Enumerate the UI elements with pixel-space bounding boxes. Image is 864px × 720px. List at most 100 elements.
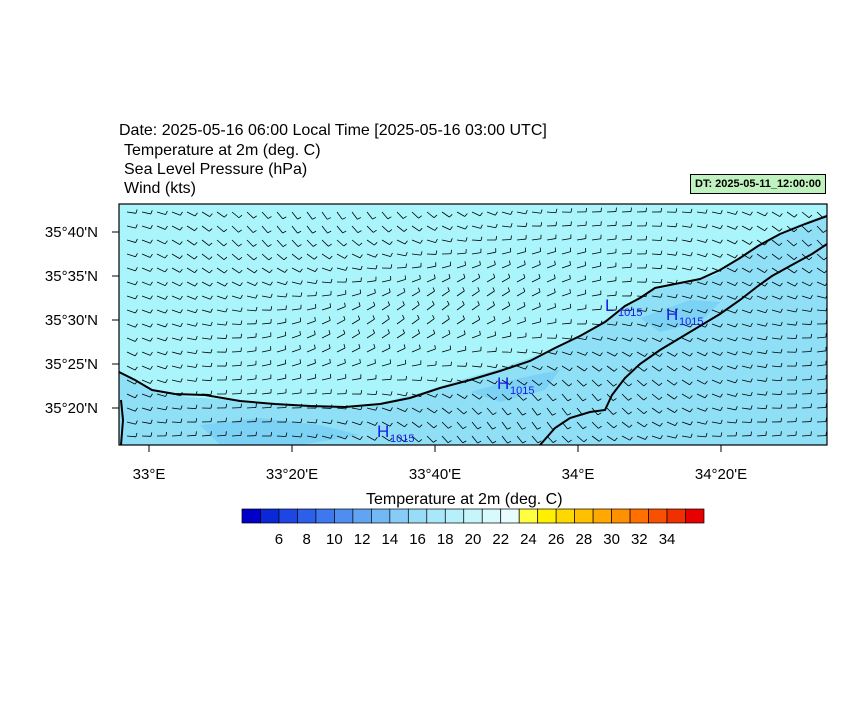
wind-barb	[471, 407, 482, 415]
wind-barb	[666, 407, 678, 413]
wind-barb	[426, 421, 438, 429]
wind-barb	[486, 223, 498, 229]
wind-barb	[486, 407, 497, 416]
wind-barb	[726, 253, 738, 259]
wind-barb	[261, 417, 272, 423]
wind-barb	[351, 405, 363, 411]
wind-barb	[261, 346, 272, 353]
wind-barb	[666, 222, 678, 228]
wind-barb	[411, 262, 422, 269]
wind-barb	[306, 279, 318, 284]
wind-barb	[471, 379, 483, 384]
wind-barb	[771, 211, 783, 217]
wind-barb	[231, 211, 243, 219]
wind-barb	[141, 365, 153, 370]
wind-barb	[291, 225, 302, 234]
wind-barb	[786, 253, 798, 260]
wind-barb	[711, 323, 723, 328]
wind-barb	[561, 435, 572, 443]
wind-barb	[756, 377, 768, 382]
wind-barb	[261, 293, 273, 299]
wind-barb	[171, 418, 183, 423]
wind-barb	[696, 281, 708, 286]
wind-barb	[351, 315, 361, 325]
wind-barb	[276, 225, 287, 234]
colorbar-swatch	[481, 508, 502, 524]
wind-barb	[531, 274, 541, 283]
wind-barb	[456, 249, 467, 255]
wind-barb	[381, 344, 391, 353]
wind-barb	[591, 379, 602, 387]
wind-barb	[456, 273, 466, 283]
wind-barb	[411, 225, 423, 232]
wind-barb	[216, 431, 227, 437]
colorbar-swatch	[315, 508, 335, 524]
wind-barb	[681, 421, 693, 426]
wind-barb	[771, 239, 783, 246]
wind-barb	[261, 267, 273, 274]
wind-barb	[621, 277, 632, 283]
wind-barb	[606, 435, 618, 442]
wind-barb	[621, 337, 633, 342]
wind-barb	[186, 336, 198, 341]
boundary-line	[539, 243, 827, 445]
wind-barb	[756, 267, 768, 274]
wind-barb	[426, 287, 435, 297]
wind-barb	[231, 333, 242, 339]
wind-barb	[651, 435, 663, 440]
wind-barb	[501, 364, 513, 369]
wind-barb	[411, 421, 423, 428]
colorbar-swatch	[574, 508, 594, 524]
wind-barb	[216, 239, 228, 247]
wind-barb	[576, 234, 587, 241]
wind-barb	[126, 407, 138, 412]
wind-barb	[201, 348, 213, 354]
wind-barb	[321, 211, 332, 220]
wind-barb	[246, 389, 257, 395]
wind-barb	[771, 390, 783, 395]
wind-barb	[681, 280, 693, 285]
wind-barb	[486, 435, 497, 444]
wind-barb	[486, 301, 495, 311]
wind-barb	[186, 322, 198, 327]
wind-barb	[246, 403, 257, 409]
wind-barb	[531, 393, 542, 401]
wind-barb	[201, 308, 213, 313]
wind-barb	[621, 421, 633, 428]
colorbar-tick-label: 34	[659, 531, 676, 548]
wind-barb	[456, 407, 468, 415]
wind-barb	[606, 336, 618, 342]
wind-barb	[486, 287, 495, 297]
wind-barb	[381, 329, 390, 339]
wind-barb	[546, 435, 557, 443]
wind-barb	[606, 407, 617, 415]
wind-barb	[126, 224, 138, 229]
wind-barb	[636, 292, 648, 298]
wind-barb	[156, 281, 168, 287]
wind-barb	[396, 239, 408, 245]
wind-barb	[231, 294, 243, 300]
wind-barb	[201, 431, 212, 437]
wind-barb	[591, 276, 602, 283]
colorbar-swatch	[611, 508, 631, 524]
wind-barb	[726, 379, 738, 384]
colorbar-swatch	[666, 508, 686, 524]
wind-barb	[426, 435, 437, 443]
wind-barb	[486, 248, 497, 255]
wind-barb	[771, 376, 783, 382]
wind-barb	[666, 294, 678, 299]
wind-barb	[606, 393, 617, 401]
wind-barb	[276, 388, 287, 395]
wind-barb	[441, 211, 453, 218]
wind-barb	[411, 274, 421, 283]
wind-barb	[786, 362, 798, 367]
wind-barb	[546, 365, 558, 371]
wind-barb	[336, 344, 346, 353]
wind-barb	[336, 225, 347, 234]
wind-barb	[396, 392, 408, 397]
wind-barb	[306, 303, 317, 311]
wind-barb	[546, 421, 557, 430]
wind-barb	[726, 392, 738, 397]
wind-barb	[246, 306, 258, 312]
wind-barb	[786, 321, 798, 326]
